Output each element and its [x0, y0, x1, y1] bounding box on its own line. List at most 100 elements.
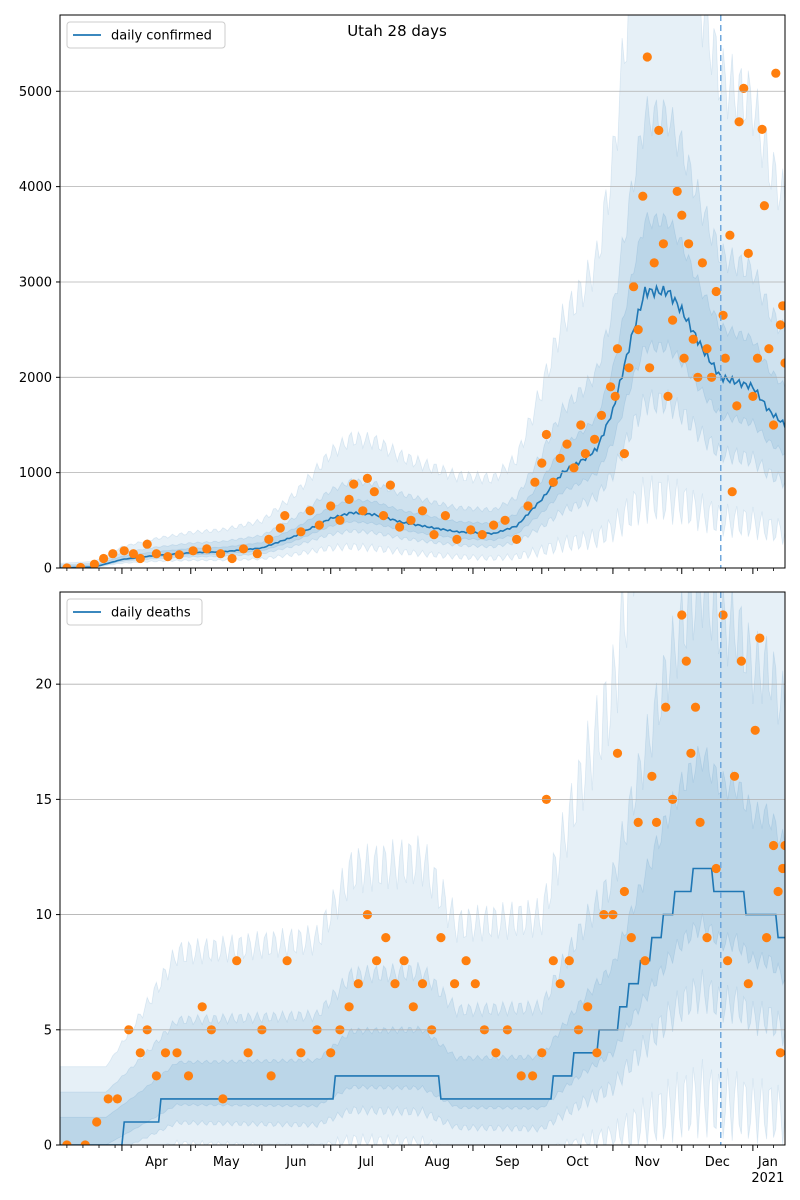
data-point: [775, 1048, 785, 1058]
y-tick-label: 0: [44, 1139, 52, 1154]
data-point: [583, 1002, 593, 1012]
data-point: [727, 487, 737, 497]
data-point: [688, 334, 698, 344]
data-point: [732, 401, 742, 411]
y-tick-label: 20: [35, 678, 52, 693]
data-point: [677, 210, 687, 220]
data-point: [461, 956, 471, 966]
x-tick-label-month: Nov: [635, 1155, 661, 1170]
data-point: [466, 525, 476, 535]
x-tick-label-month: Apr: [145, 1155, 168, 1170]
data-point: [626, 933, 636, 943]
data-point: [429, 530, 439, 540]
data-point: [734, 117, 744, 127]
data-point: [773, 886, 783, 897]
data-point: [408, 1002, 418, 1012]
data-point: [160, 1048, 171, 1058]
data-point: [736, 656, 747, 666]
data-point: [135, 1048, 145, 1058]
confirmed-panel: 0 1000 2000 3000 4000 5000 daily confirmed: [19, 14, 786, 577]
data-point: [528, 1071, 538, 1081]
data-point: [768, 420, 779, 430]
data-point: [202, 544, 212, 554]
data-point: [188, 546, 198, 556]
data-point: [417, 979, 428, 989]
data-point: [590, 434, 600, 444]
axes-frame: [59, 14, 786, 569]
data-point: [668, 315, 678, 325]
data-point: [711, 286, 721, 297]
data-point: [564, 956, 574, 966]
confidence-band: [60, 745, 785, 1145]
data-point: [562, 439, 572, 449]
data-point: [702, 344, 712, 354]
data-point: [640, 956, 650, 966]
data-point: [592, 1048, 602, 1058]
data-point: [436, 933, 446, 943]
data-point: [612, 748, 623, 758]
y-tick-label: 3000: [19, 275, 52, 290]
y-tick-label: 4000: [19, 180, 52, 195]
data-point: [739, 83, 749, 93]
data-point: [752, 353, 763, 363]
data-point: [103, 1094, 113, 1104]
x-tick-label-month: Aug: [425, 1155, 450, 1170]
data-point: [353, 979, 363, 989]
data-point: [711, 863, 721, 874]
data-point: [470, 979, 480, 989]
data-point: [649, 258, 659, 268]
x-tick-label-month: May: [213, 1155, 240, 1170]
data-point: [651, 817, 662, 828]
data-point: [596, 410, 607, 420]
data-point: [672, 186, 682, 196]
data-point: [690, 702, 701, 712]
data-point: [757, 124, 767, 134]
data-point: [378, 510, 389, 521]
data-point: [372, 956, 382, 966]
x-tick-label-year: 2021: [751, 1171, 784, 1186]
data-point: [633, 817, 643, 828]
data-point: [344, 1002, 354, 1012]
data-point: [619, 886, 630, 897]
data-point: [768, 840, 779, 851]
plot-area: [60, 15, 785, 568]
legend: daily confirmed: [66, 21, 226, 49]
x-tick-label-month: Jan: [757, 1155, 778, 1170]
data-point: [385, 480, 395, 490]
y-tick-label: 0: [44, 562, 52, 577]
data-point: [326, 501, 336, 511]
data-point: [183, 1071, 194, 1081]
data-point: [197, 1002, 207, 1012]
data-point: [80, 1140, 90, 1145]
data-point: [686, 748, 696, 758]
data-point: [743, 248, 753, 258]
data-point: [243, 1048, 253, 1058]
data-point: [174, 550, 184, 560]
data-point: [775, 320, 785, 330]
data-point: [216, 549, 226, 559]
data-point: [681, 656, 691, 666]
data-point: [548, 477, 558, 487]
data-point: [645, 363, 655, 373]
data-point: [548, 956, 558, 966]
data-point: [658, 239, 669, 249]
data-point: [612, 344, 623, 354]
data-point: [576, 420, 586, 430]
data-point: [647, 771, 657, 781]
data-point: [580, 449, 591, 459]
data-point: [264, 534, 274, 545]
data-point: [718, 310, 728, 320]
data-point: [335, 515, 345, 525]
legend-label: daily deaths: [111, 606, 191, 621]
data-point: [677, 610, 687, 620]
data-point: [725, 230, 735, 240]
data-point: [489, 520, 499, 530]
data-point: [406, 515, 416, 525]
data-point: [399, 956, 409, 966]
data-point: [743, 979, 753, 989]
data-point: [491, 1048, 501, 1058]
data-point: [99, 553, 109, 564]
y-tick-label: 5: [44, 1023, 52, 1038]
data-point: [555, 453, 565, 463]
